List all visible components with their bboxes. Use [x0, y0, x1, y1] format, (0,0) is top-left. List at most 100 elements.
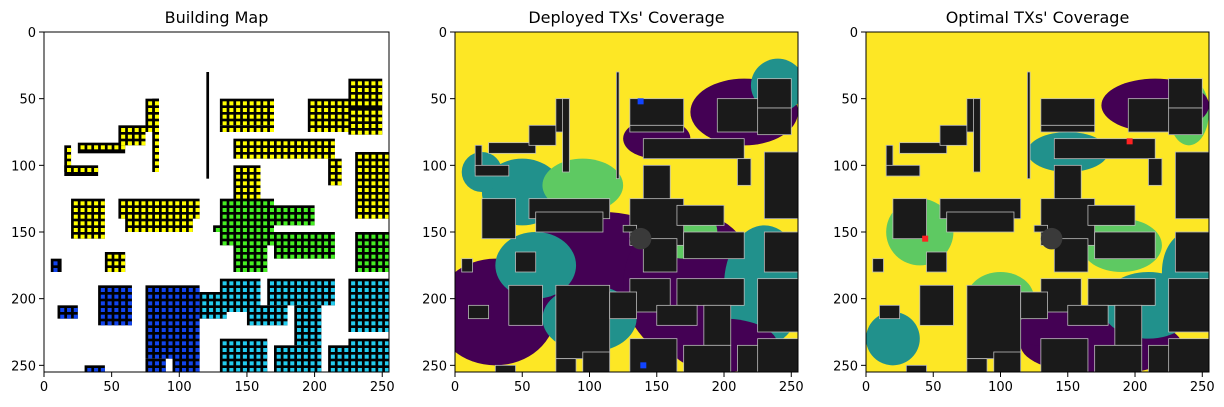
building-marker: [182, 221, 187, 226]
building-marker: [317, 334, 322, 339]
building-marker: [256, 368, 261, 372]
building-marker: [357, 341, 362, 346]
building-marker: [195, 201, 200, 206]
building-marker: [188, 294, 193, 299]
building-marker: [256, 101, 261, 106]
coverage-zone: [866, 312, 920, 366]
building-marker: [364, 368, 369, 372]
building-marker: [256, 254, 261, 259]
building-marker: [297, 288, 302, 292]
building-marker: [107, 308, 112, 312]
building-marker: [384, 354, 389, 359]
building-footprint: [763, 231, 798, 273]
building-marker: [263, 361, 268, 366]
building-marker: [324, 101, 329, 106]
building-marker: [364, 321, 369, 326]
building-marker: [161, 341, 166, 346]
building-marker: [73, 314, 78, 319]
building-marker: [148, 108, 153, 112]
building-marker: [107, 261, 112, 266]
building-marker: [297, 341, 302, 346]
building-marker: [195, 294, 200, 299]
building-marker: [168, 321, 173, 326]
building-marker: [236, 234, 241, 239]
building-marker: [317, 148, 322, 152]
building-marker: [249, 208, 254, 212]
building-footprint: [1094, 344, 1143, 372]
building-marker: [364, 201, 369, 206]
building-marker: [371, 268, 376, 272]
building-marker: [249, 128, 254, 132]
building-marker: [100, 208, 105, 212]
building-marker: [161, 354, 166, 359]
building-marker: [121, 134, 126, 139]
building-marker: [364, 88, 369, 92]
building-marker: [378, 214, 383, 219]
building-marker: [303, 321, 308, 326]
building-marker: [148, 368, 153, 372]
building-marker: [236, 261, 241, 266]
building-marker: [290, 221, 295, 226]
image-area: [866, 32, 1209, 372]
building-marker: [371, 261, 376, 266]
building-marker: [384, 281, 389, 286]
building-marker: [154, 141, 159, 146]
building-marker: [297, 214, 302, 219]
building-marker: [100, 228, 105, 232]
building-marker: [317, 234, 322, 239]
building-marker: [249, 248, 254, 252]
building-marker: [236, 348, 241, 352]
building-marker: [154, 288, 159, 292]
building-marker: [73, 221, 78, 226]
building-marker: [324, 301, 329, 306]
building-marker: [384, 254, 389, 259]
building-marker: [107, 314, 112, 319]
building-marker: [67, 161, 72, 166]
building-marker: [161, 294, 166, 299]
building-marker: [127, 221, 132, 226]
building-marker: [310, 288, 315, 292]
building-marker: [371, 308, 376, 312]
building-marker: [310, 208, 315, 212]
building-marker: [290, 294, 295, 299]
building-marker: [229, 348, 234, 352]
building-marker: [337, 168, 342, 172]
building-marker: [263, 268, 268, 272]
building-marker: [303, 141, 308, 146]
building-marker: [127, 301, 132, 306]
building-marker: [276, 288, 281, 292]
building-marker: [141, 141, 146, 146]
building-marker: [236, 154, 241, 159]
building-marker: [161, 328, 166, 332]
x-tick-label: 150: [235, 380, 260, 395]
building-marker: [161, 321, 166, 326]
building-marker: [364, 117, 369, 122]
building-marker: [229, 234, 234, 239]
building-marker: [100, 294, 105, 299]
building-marker: [229, 354, 234, 359]
building-marker: [215, 308, 220, 312]
building-marker: [195, 368, 200, 372]
building-marker: [127, 141, 132, 146]
building-marker: [364, 348, 369, 352]
building-marker: [310, 121, 315, 126]
building-marker: [378, 174, 383, 179]
building-marker: [351, 110, 356, 115]
building-marker: [195, 321, 200, 326]
building-marker: [269, 141, 274, 146]
building-marker: [236, 361, 241, 366]
building-marker: [114, 254, 119, 259]
building-marker: [141, 221, 146, 226]
building-marker: [80, 168, 85, 172]
building-marker: [378, 117, 383, 122]
building-marker: [175, 201, 180, 206]
building-marker: [236, 194, 241, 199]
building-marker: [148, 101, 153, 106]
building-marker: [236, 268, 241, 272]
building-marker: [67, 314, 72, 319]
building-marker: [384, 241, 389, 246]
building-marker: [100, 301, 105, 306]
building-marker: [276, 294, 281, 299]
building-marker: [269, 148, 274, 152]
building-marker: [357, 194, 362, 199]
